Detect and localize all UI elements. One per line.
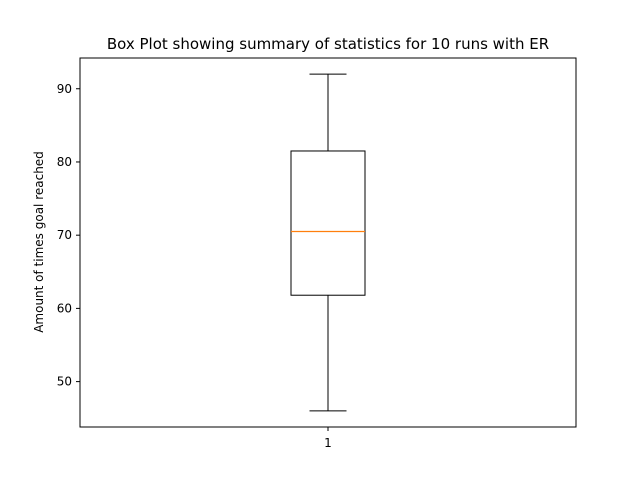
- y-tick-label: 80: [57, 155, 72, 169]
- chart-title: Box Plot showing summary of statistics f…: [107, 35, 549, 53]
- y-tick-label: 60: [57, 301, 72, 315]
- y-axis-label: Amount of times goal reached: [32, 151, 46, 333]
- x-axis: 1: [324, 427, 332, 450]
- y-tick-label: 70: [57, 228, 72, 242]
- box-series: [290, 73, 366, 412]
- y-tick-label: 50: [57, 375, 72, 389]
- y-axis: 50 60 70 80 90: [57, 82, 80, 389]
- interquartile-box: [290, 150, 366, 296]
- y-tick-label: 90: [57, 82, 72, 96]
- x-tick-label: 1: [324, 436, 332, 450]
